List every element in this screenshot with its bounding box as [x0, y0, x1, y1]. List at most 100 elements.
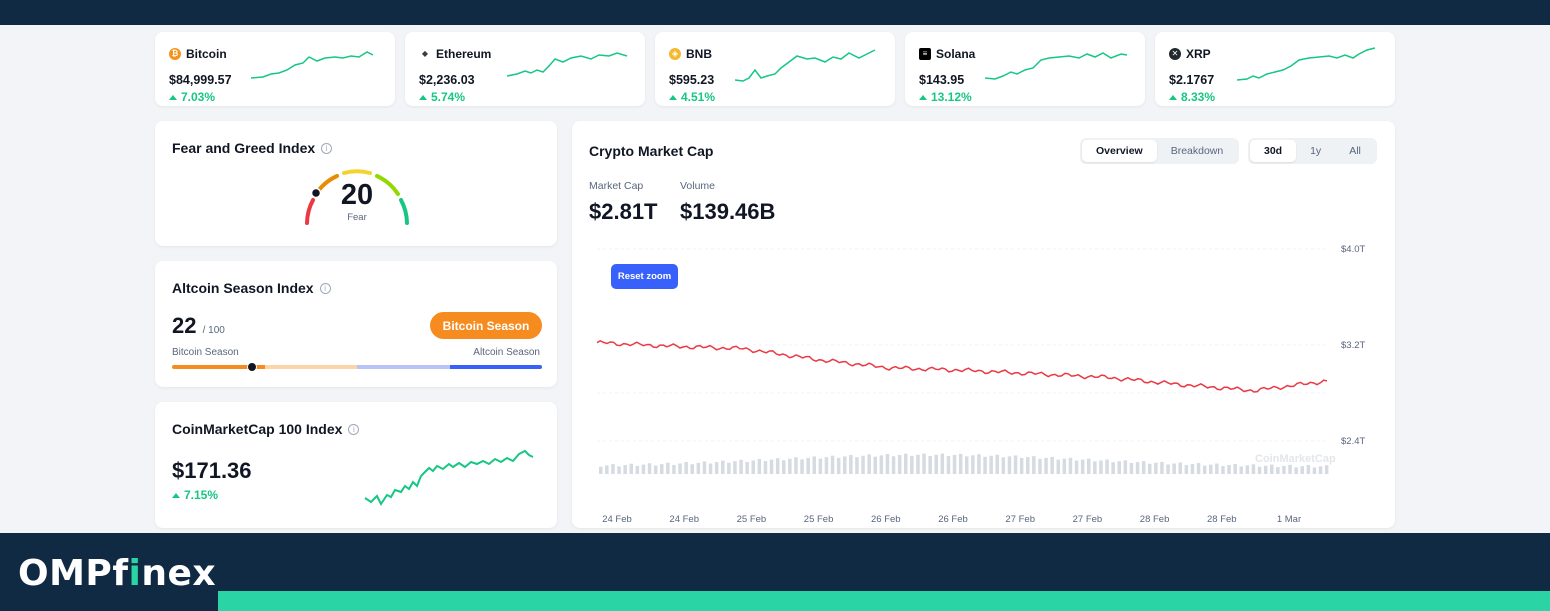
volume-bar: [1251, 464, 1256, 474]
volume-bar: [867, 454, 871, 474]
coin-change: 8.33%: [1169, 90, 1215, 104]
volume-bar: [1068, 457, 1073, 474]
volume-bar: [897, 454, 902, 474]
season-slider-knob: [247, 362, 257, 372]
volume-bar: [1282, 465, 1286, 474]
volume-bar: [1166, 464, 1170, 474]
volume-bar: [885, 453, 890, 474]
watermark-text: CoinMarketCap: [1255, 453, 1336, 465]
coin-name: ≡ Solana: [919, 47, 975, 61]
fear-greed-value: 20: [340, 179, 374, 211]
volume-bar: [1190, 464, 1195, 474]
volume-bar: [1276, 467, 1280, 474]
info-icon[interactable]: i: [348, 423, 360, 435]
ethereum-icon: ◆: [419, 48, 431, 60]
bitcoin-season-label: Bitcoin Season: [172, 347, 239, 358]
market-cap-label: Market Cap: [589, 180, 644, 192]
fear-greed-gauge: [305, 169, 409, 225]
volume-bar: [806, 457, 810, 474]
cmc100-value: $171.36: [172, 458, 252, 483]
coin-change: 7.03%: [169, 90, 215, 104]
volume-bar: [989, 455, 993, 474]
volume-bar: [1062, 458, 1067, 474]
up-triangle-icon: [1169, 94, 1177, 100]
sparkline-chart: [251, 51, 374, 79]
volume-bar: [1087, 458, 1091, 474]
volume-bar: [611, 464, 615, 474]
accent-stripe: [218, 591, 1550, 611]
volume-bar: [983, 456, 987, 474]
volume-bar: [861, 455, 865, 474]
volume-bar: [1154, 462, 1158, 474]
range-all[interactable]: All: [1335, 140, 1375, 162]
volume-label: Volume: [680, 180, 716, 192]
volume-bar: [1215, 463, 1219, 474]
x-tick-label: 25 Feb: [737, 514, 767, 525]
y-tick-label: $3.2T: [1341, 340, 1365, 351]
volume-bar: [1117, 461, 1121, 474]
volume-bar: [794, 457, 798, 474]
volume-bar: [788, 458, 792, 474]
market-cap-chart: $4.0T $3.2T $2.4T CoinMarketCap 24 Feb 24 Feb…: [596, 244, 1365, 525]
volume-bar: [1178, 462, 1182, 474]
info-icon[interactable]: i: [321, 142, 333, 154]
volume-bar: [916, 454, 920, 474]
x-tick-label: 24 Feb: [602, 514, 632, 525]
reset-zoom-button[interactable]: Reset zoom: [611, 264, 678, 289]
y-tick-label: $2.4T: [1341, 436, 1365, 447]
volume-bar: [1202, 465, 1207, 474]
footer-banner: OMPfinex: [0, 533, 1550, 611]
volume-bar: [1038, 458, 1042, 474]
tab-overview[interactable]: Overview: [1082, 140, 1157, 162]
volume-bar: [1135, 462, 1140, 474]
ompfinex-logo: OMPfinex: [18, 553, 217, 594]
volume-bar: [1056, 459, 1060, 474]
volume-bar: [1227, 465, 1231, 474]
coin-card-solana[interactable]: ≡ Solana $143.95 13.12%: [905, 32, 1145, 106]
volume-bar: [910, 456, 914, 474]
volume-bar: [629, 463, 633, 474]
volume-bar: [751, 460, 755, 474]
volume-bar: [1172, 463, 1176, 474]
bitcoin-season-badge[interactable]: Bitcoin Season: [430, 312, 542, 339]
volume-bar: [1239, 466, 1243, 474]
x-tick-label: 27 Feb: [1005, 514, 1035, 525]
range-1y[interactable]: 1y: [1296, 140, 1335, 162]
volume-bar: [660, 464, 664, 474]
info-icon[interactable]: i: [319, 282, 331, 294]
altcoin-season-title: Altcoin Season Index i: [172, 280, 331, 296]
volume-bar: [1026, 457, 1030, 474]
tab-breakdown[interactable]: Breakdown: [1157, 140, 1238, 162]
cmc100-card: CoinMarketCap 100 Index i $171.36 7.15%: [155, 402, 557, 528]
volume-bar: [1032, 456, 1036, 474]
volume-bar: [1007, 456, 1012, 474]
range-30d[interactable]: 30d: [1250, 140, 1297, 162]
market-cap-title: Crypto Market Cap: [589, 143, 714, 159]
volume-bar: [1123, 460, 1128, 474]
solana-icon: ≡: [919, 48, 931, 60]
coin-card-bitcoin[interactable]: ₿ Bitcoin $84,999.57 7.03%: [155, 32, 395, 106]
coin-name: ✕ XRP: [1169, 47, 1211, 61]
volume-bar: [714, 462, 719, 474]
volume-bar: [782, 460, 786, 474]
volume-bar: [733, 461, 737, 474]
volume-bar: [1300, 466, 1304, 474]
volume-bar: [879, 455, 884, 474]
volume-bar: [1294, 467, 1298, 474]
volume-bar: [617, 466, 621, 474]
x-tick-label: 28 Feb: [1207, 514, 1237, 525]
volume-bar: [1209, 464, 1213, 474]
sparkline-chart: [985, 52, 1128, 80]
season-progress-bar: [172, 365, 542, 369]
up-triangle-icon: [169, 94, 177, 100]
volume-bar: [708, 463, 713, 474]
volume-bar: [1270, 464, 1274, 474]
volume-bar: [1105, 459, 1109, 474]
volume-bar: [1093, 461, 1097, 474]
volume-bar: [1050, 456, 1054, 474]
coin-card-ethereum[interactable]: ◆ Ethereum $2,236.03 5.74%: [405, 32, 645, 106]
coin-card-bnb[interactable]: ◈ BNB $595.23 4.51%: [655, 32, 895, 106]
volume-bar: [1160, 461, 1164, 474]
coin-card-xrp[interactable]: ✕ XRP $2.1767 8.33%: [1155, 32, 1395, 106]
volume-bar: [855, 457, 859, 474]
